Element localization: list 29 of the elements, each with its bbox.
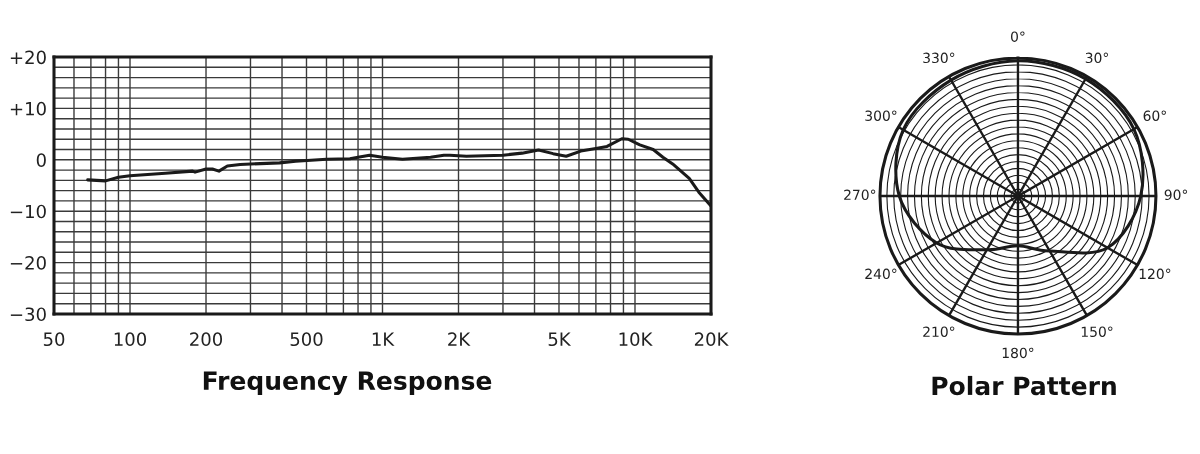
x-tick-label: 50 <box>43 332 65 347</box>
spoke-label: 180° <box>1002 347 1034 359</box>
spoke-label: 60° <box>1143 110 1166 121</box>
spoke-label: 90° <box>1164 189 1188 201</box>
spoke-label: 300° <box>865 110 897 121</box>
spoke-label: 270° <box>844 189 876 201</box>
spoke-label: 330° <box>923 52 955 64</box>
x-tick-label: 1K <box>372 332 395 346</box>
y-tick-label: 0 <box>36 153 46 167</box>
spoke-label: 30° <box>1085 52 1109 64</box>
text: Frequency Response <box>203 371 492 396</box>
x-tick-label: 5K <box>548 332 572 347</box>
y-tick-label: +10 <box>10 101 46 116</box>
x-tick-label: 100 <box>114 332 147 347</box>
y-tick-label: +20 <box>10 50 46 65</box>
spoke-label: 150° <box>1081 326 1113 337</box>
spoke-label: 0° <box>1010 31 1025 42</box>
x-tick-label: 2K <box>448 332 471 346</box>
y-tick-label: −10 <box>10 204 46 219</box>
spoke-label: 210° <box>923 326 955 337</box>
x-tick-label: 20K <box>694 332 729 347</box>
spoke-label: 120° <box>1139 268 1171 280</box>
text: Polar Pattern <box>932 375 1116 396</box>
spoke-label: 240° <box>865 268 897 280</box>
y-tick-label: −20 <box>10 256 46 270</box>
x-tick-label: 200 <box>190 332 223 347</box>
x-tick-label: 10K <box>619 332 653 347</box>
y-tick-label: −30 <box>10 307 46 322</box>
x-tick-label: 500 <box>290 332 323 347</box>
